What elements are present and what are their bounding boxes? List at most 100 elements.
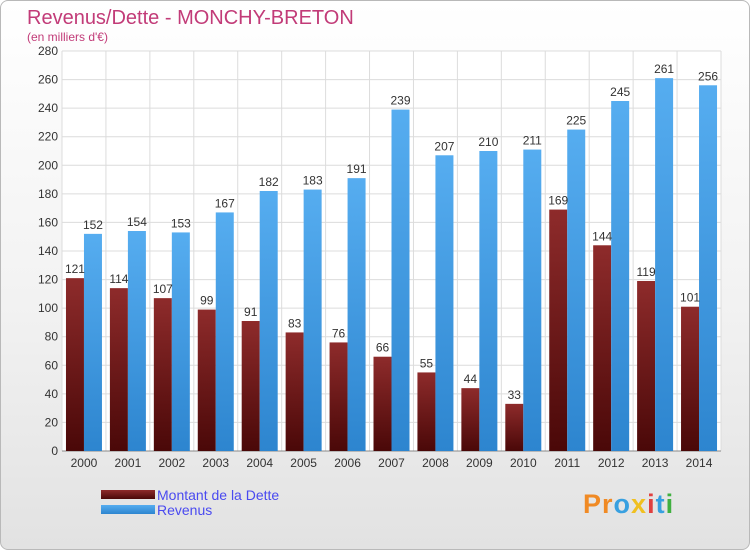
- y-tick-label: 40: [45, 387, 59, 401]
- y-tick-label: 260: [38, 73, 58, 87]
- chart-subtitle: (en milliers d'€): [27, 30, 108, 44]
- data-label-revenue: 225: [566, 114, 586, 128]
- x-tick-label: 2011: [554, 456, 580, 470]
- bar-revenue: [435, 155, 454, 452]
- bar-revenue: [699, 85, 718, 452]
- data-label-debt: 119: [637, 265, 656, 279]
- bar-debt: [65, 278, 84, 451]
- bar-debt: [681, 306, 700, 451]
- legend-item-debt: Montant de la Dette: [101, 486, 280, 503]
- logo-letter: i: [665, 489, 675, 519]
- logo-letter: t: [655, 489, 666, 519]
- data-label-debt: 76: [332, 326, 346, 340]
- legend-label-debt: Montant de la Dette: [157, 486, 280, 503]
- x-tick-label: 2012: [598, 456, 625, 470]
- y-tick-label: 180: [38, 187, 58, 201]
- legend-item-revenue: Revenus: [101, 501, 279, 518]
- data-label-debt: 33: [508, 388, 522, 402]
- x-tick-label: 2006: [334, 456, 361, 470]
- data-label-revenue: 211: [523, 134, 542, 148]
- data-label-debt: 144: [592, 229, 612, 243]
- data-label-revenue: 167: [215, 196, 235, 210]
- x-tick-label: 2002: [158, 456, 185, 470]
- y-tick-label: 200: [38, 158, 58, 172]
- y-tick-label: 0: [51, 444, 58, 458]
- logo-letter: r: [602, 489, 614, 519]
- bar-revenue: [391, 109, 410, 452]
- bar-revenue: [303, 189, 322, 452]
- bar-debt: [285, 332, 304, 451]
- bar-debt: [461, 388, 480, 451]
- bar-debt: [109, 288, 128, 451]
- x-tick-label: 2014: [686, 456, 713, 470]
- logo-letter: x: [631, 489, 648, 519]
- data-label-debt: 101: [680, 291, 700, 305]
- y-tick-label: 20: [45, 415, 59, 429]
- labels-layer: 0 20 40 60 80 100 120 140 160 180 200 220 240 260 280 1…: [38, 44, 718, 470]
- bar-revenue: [127, 231, 146, 451]
- logo-letter: P: [583, 489, 603, 519]
- y-tick-label: 240: [38, 101, 58, 115]
- x-tick-label: 2007: [378, 456, 405, 470]
- bar-debt: [153, 298, 172, 451]
- bar-revenue: [567, 129, 586, 452]
- data-label-debt: 114: [109, 272, 128, 286]
- x-tick-label: 2001: [115, 456, 142, 470]
- x-tick-label: 2004: [246, 456, 273, 470]
- data-label-debt: 107: [153, 282, 173, 296]
- y-tick-label: 60: [45, 358, 59, 372]
- chart-title: Revenus/Dette - MONCHY-BRETON: [27, 7, 354, 29]
- x-tick-label: 2009: [466, 456, 493, 470]
- bar-debt: [329, 342, 348, 451]
- proxiti-logo: Proxiti: [583, 489, 674, 520]
- x-tick-label: 2000: [71, 456, 98, 470]
- data-label-revenue: 191: [347, 162, 367, 176]
- data-label-revenue: 153: [171, 216, 191, 230]
- bar-revenue: [523, 149, 542, 452]
- data-label-debt: 121: [65, 262, 85, 276]
- y-tick-label: 280: [38, 44, 58, 58]
- legend-swatch-revenue: [101, 505, 155, 514]
- bar-debt: [197, 309, 216, 451]
- data-label-revenue: 261: [654, 62, 674, 76]
- bar-revenue: [611, 101, 630, 451]
- x-tick-label: 2008: [422, 456, 449, 470]
- y-tick-label: 80: [45, 330, 59, 344]
- bar-revenue: [347, 178, 366, 451]
- bar-revenue: [479, 151, 498, 451]
- bar-revenue: [215, 212, 234, 451]
- data-label-debt: 83: [288, 316, 302, 330]
- legend: Montant de la Dette Revenus: [101, 486, 280, 518]
- x-tick-label: 2010: [510, 456, 537, 470]
- bar-revenue: [655, 78, 674, 452]
- bar-revenue: [83, 233, 102, 451]
- y-tick-label: 140: [38, 244, 58, 258]
- bar-revenue: [171, 232, 190, 451]
- data-label-revenue: 210: [478, 135, 498, 149]
- data-label-revenue: 245: [610, 85, 630, 99]
- logo-letter: i: [647, 489, 656, 519]
- x-tick-label: 2005: [290, 456, 317, 470]
- data-label-revenue: 152: [83, 218, 103, 232]
- data-label-debt: 169: [548, 194, 568, 208]
- data-label-revenue: 207: [434, 139, 454, 153]
- data-label-revenue: 182: [259, 175, 279, 189]
- data-label-revenue: 256: [698, 69, 718, 83]
- bar-debt: [241, 321, 260, 451]
- bar-debt: [593, 245, 612, 451]
- y-tick-label: 160: [38, 215, 58, 229]
- bars-layer: [65, 78, 718, 452]
- legend-label-revenue: Revenus: [157, 501, 213, 518]
- data-label-debt: 66: [376, 341, 390, 355]
- data-label-debt: 55: [420, 356, 434, 370]
- data-label-debt: 91: [244, 305, 258, 319]
- x-tick-label: 2003: [202, 456, 229, 470]
- bar-debt: [505, 403, 524, 451]
- x-tick-label: 2013: [642, 456, 669, 470]
- legend-swatch-debt: [101, 490, 155, 499]
- y-tick-label: 100: [38, 301, 58, 315]
- y-tick-label: 120: [38, 273, 58, 287]
- data-label-debt: 99: [200, 294, 214, 308]
